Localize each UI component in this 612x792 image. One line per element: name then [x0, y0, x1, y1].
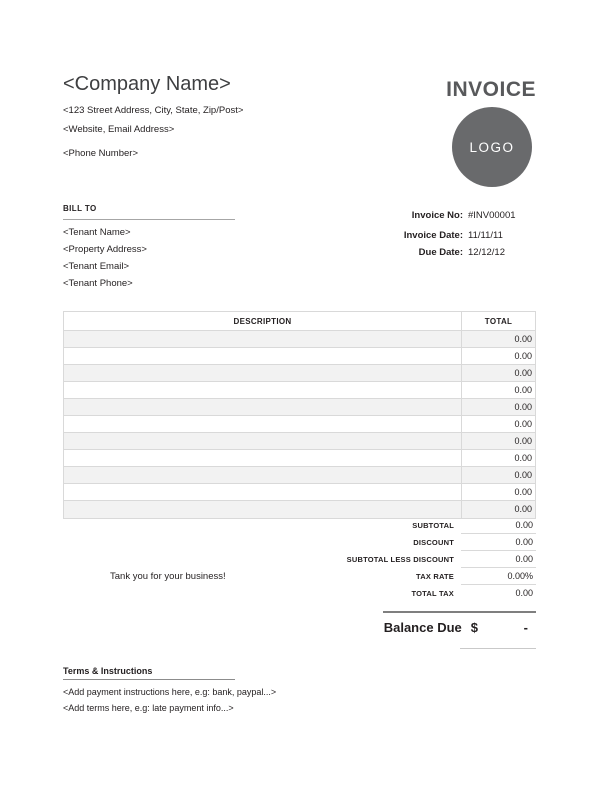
total-tax-row: TOTAL TAX 0.00 — [300, 585, 536, 602]
bill-to-section: BILL TO <Tenant Name> <Property Address>… — [63, 204, 235, 292]
company-block: <Company Name> <123 Street Address, City… — [63, 72, 383, 163]
tenant-email: <Tenant Email> — [63, 261, 130, 272]
table-row: 0.00 — [64, 365, 535, 382]
total-tax-value: 0.00 — [515, 588, 533, 598]
subtotal-row: SUBTOTAL 0.00 — [300, 517, 536, 534]
invoice-number-label: Invoice No: — [411, 210, 463, 221]
line-items-table: DESCRIPTION TOTAL 0.00 0.00 0.00 0.00 0.… — [63, 311, 536, 519]
total-cell: 0.00 — [514, 419, 532, 429]
table-header-row: DESCRIPTION TOTAL — [64, 312, 535, 331]
table-row: 0.00 — [64, 484, 535, 501]
total-cell: 0.00 — [514, 402, 532, 412]
subtotal-label: SUBTOTAL — [412, 521, 454, 530]
company-name: <Company Name> — [63, 73, 231, 95]
total-cell: 0.00 — [514, 453, 532, 463]
discount-label: DISCOUNT — [413, 538, 454, 547]
description-cell — [64, 348, 462, 364]
table-row: 0.00 — [64, 450, 535, 467]
tax-rate-row: TAX RATE 0.00% — [300, 568, 536, 585]
table-row: 0.00 — [64, 348, 535, 365]
due-date-value: 12/12/12 — [468, 247, 505, 258]
table-row: 0.00 — [64, 399, 535, 416]
tax-rate-value: 0.00% — [461, 568, 536, 585]
bill-to-label: BILL TO — [63, 204, 235, 220]
description-cell — [64, 467, 462, 483]
total-cell: 0.00 — [514, 385, 532, 395]
total-cell: 0.00 — [514, 368, 532, 378]
totals-summary: SUBTOTAL 0.00 DISCOUNT 0.00 SUBTOTAL LES… — [300, 517, 536, 602]
tenant-phone: <Tenant Phone> — [63, 278, 133, 289]
total-cell: 0.00 — [514, 470, 532, 480]
description-cell — [64, 399, 462, 415]
table-row: 0.00 — [64, 416, 535, 433]
total-cell: 0.00 — [514, 504, 532, 514]
description-cell — [64, 331, 462, 347]
subtotal-less-discount-label: SUBTOTAL LESS DISCOUNT — [346, 555, 454, 564]
description-cell — [64, 484, 462, 500]
subtotal-less-discount-row: SUBTOTAL LESS DISCOUNT 0.00 — [300, 551, 536, 568]
company-website-email: <Website, Email Address> — [63, 124, 175, 135]
description-cell — [64, 501, 462, 518]
company-phone: <Phone Number> — [63, 148, 138, 159]
invoice-date-label: Invoice Date: — [403, 230, 463, 241]
table-row: 0.00 — [64, 501, 535, 518]
due-date-row: Due Date: 12/12/12 — [385, 244, 536, 261]
invoice-meta-section: Invoice No: #INV00001 Invoice Date: 11/1… — [385, 207, 536, 261]
description-cell — [64, 416, 462, 432]
description-cell — [64, 450, 462, 466]
balance-due-label: Balance Due — [383, 620, 462, 635]
bill-to-lines: <Tenant Name> <Property Address> <Tenant… — [63, 224, 235, 292]
balance-due-underline — [460, 648, 536, 649]
tax-rate-label: TAX RATE — [416, 572, 454, 581]
table-row: 0.00 — [64, 467, 535, 484]
thank-you-message: Tank you for your business! — [110, 571, 226, 582]
invoice-number-row: Invoice No: #INV00001 — [385, 207, 536, 224]
invoice-title: INVOICE — [446, 78, 536, 101]
invoice-number-value: #INV00001 — [468, 210, 516, 221]
description-cell — [64, 365, 462, 381]
table-row: 0.00 — [64, 433, 535, 450]
total-cell: 0.00 — [514, 334, 532, 344]
logo-placeholder-text: LOGO — [469, 139, 515, 155]
invoice-date-row: Invoice Date: 11/11/11 — [385, 227, 536, 244]
balance-due-value: - — [523, 620, 528, 635]
terms-lines: <Add payment instructions here, e.g: ban… — [63, 685, 383, 716]
balance-due-divider — [383, 611, 536, 613]
due-date-label: Due Date: — [418, 247, 463, 258]
company-logo: LOGO — [452, 107, 532, 187]
description-cell — [64, 433, 462, 449]
balance-due-currency: $ — [470, 620, 478, 635]
terms-section: Terms & Instructions <Add payment instru… — [63, 666, 383, 716]
terms-title: Terms & Instructions — [63, 666, 235, 680]
payment-instructions-line: <Add payment instructions here, e.g: ban… — [63, 687, 277, 697]
subtotal-value: 0.00 — [461, 517, 536, 534]
description-column-header: DESCRIPTION — [64, 312, 462, 330]
total-cell: 0.00 — [514, 436, 532, 446]
company-address: <123 Street Address, City, State, Zip/Po… — [63, 105, 244, 116]
invoice-date-value: 11/11/11 — [468, 230, 503, 241]
total-column-header: TOTAL — [484, 317, 513, 326]
discount-row: DISCOUNT 0.00 — [300, 534, 536, 551]
late-payment-terms-line: <Add terms here, e.g: late payment info.… — [63, 702, 234, 713]
total-cell: 0.00 — [514, 487, 532, 497]
table-row: 0.00 — [64, 331, 535, 348]
description-cell — [64, 382, 462, 398]
total-tax-label: TOTAL TAX — [411, 589, 454, 598]
discount-value: 0.00 — [461, 534, 536, 551]
table-row: 0.00 — [64, 382, 535, 399]
total-cell: 0.00 — [514, 351, 532, 361]
subtotal-less-discount-value: 0.00 — [461, 551, 536, 568]
balance-due-row: Balance Due $ - — [383, 620, 536, 635]
property-address: <Property Address> — [63, 244, 147, 255]
tenant-name: <Tenant Name> — [63, 227, 131, 238]
